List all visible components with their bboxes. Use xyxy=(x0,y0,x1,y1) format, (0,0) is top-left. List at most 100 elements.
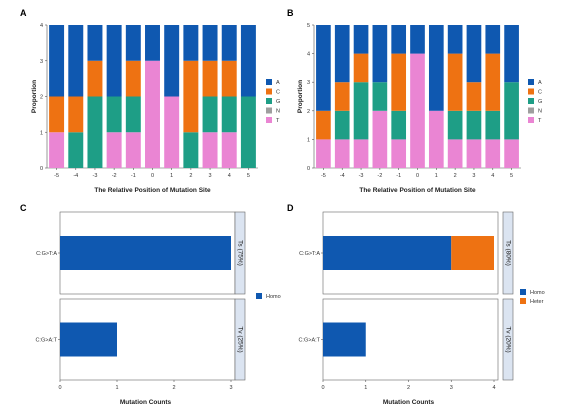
bar-segment-g xyxy=(504,82,519,140)
facet-strip-label: Ts (75%) xyxy=(236,240,243,266)
bar-segment-a xyxy=(221,25,237,61)
panel-label: B xyxy=(287,8,294,18)
x-tick-label: 0 xyxy=(416,173,419,179)
x-tick-label: -3 xyxy=(359,173,364,179)
bar-segment-c xyxy=(87,60,103,97)
legend-key-g xyxy=(266,98,272,104)
bar-segment-c xyxy=(202,60,218,97)
bar-segment-a xyxy=(87,25,103,61)
bar-segment-t xyxy=(125,132,141,168)
legend-label: N xyxy=(538,109,542,115)
bar-segment-t xyxy=(428,110,444,168)
x-tick-label: -2 xyxy=(112,173,117,179)
y-tick-label: 3 xyxy=(40,59,43,65)
category-label: C:G>A:T xyxy=(298,338,320,344)
legend-key-n xyxy=(266,107,272,114)
bar-segment-c xyxy=(485,53,501,111)
legend-key-n xyxy=(528,107,534,114)
bar-segment-a xyxy=(466,25,482,83)
legend-label: Homo xyxy=(266,294,281,300)
facet-strip-label: Tv (25%) xyxy=(236,326,243,352)
bar-segment-a xyxy=(504,25,519,83)
x-tick-label: -3 xyxy=(93,173,98,179)
legend-label: A xyxy=(276,80,280,86)
bar-segment-t xyxy=(504,139,519,168)
panel-c: C Ts (75%) C:G>T:A Tv (25%) C:G>A:T 0 1 2 3 Mutat… xyxy=(20,203,281,406)
y-tick-label: 1 xyxy=(40,130,43,136)
x-tick-label: 3 xyxy=(450,385,453,391)
y-tick-label: 2 xyxy=(40,95,43,101)
panel-a: A 0 1 2 3 4 Proportion -5 -4 -3 -2 -1 0 1 2 3 4 5 The Rela… xyxy=(20,8,280,194)
x-tick-label: 3 xyxy=(209,173,212,179)
bar-segment-a xyxy=(447,25,463,54)
bar-segment-t xyxy=(447,139,463,168)
x-tick-label: -5 xyxy=(321,173,326,179)
bar-segment-a xyxy=(49,25,65,97)
x-tick-label: 0 xyxy=(321,385,324,391)
legend-key-c xyxy=(266,88,272,95)
legend-label: C xyxy=(276,90,280,96)
bar-segment-t xyxy=(334,139,350,168)
bar-segment-c xyxy=(49,96,65,133)
x-axis-label: The Relative Position of Mutation Site xyxy=(94,187,211,194)
panel-label: C xyxy=(20,203,27,213)
bar-segment-t xyxy=(410,53,425,168)
bar-segment-g xyxy=(240,96,256,168)
bar-segment-g xyxy=(391,110,407,140)
bar-segment-g xyxy=(68,132,84,168)
bar-segment-t xyxy=(485,139,501,168)
x-tick-label: 1 xyxy=(364,385,367,391)
bar-segment-a xyxy=(428,25,444,111)
x-tick-label: 0 xyxy=(58,385,61,391)
x-tick-label: 1 xyxy=(170,173,173,179)
x-tick-label: 1 xyxy=(435,173,438,179)
panel-d: D Ts (80%) C:G>T:A Tv (20%) C:G>A:T 0 1 2 3 4 Muta… xyxy=(287,203,545,406)
legend-key-t xyxy=(528,117,534,123)
panel-label: A xyxy=(20,8,27,18)
bar-segment-a xyxy=(68,25,84,97)
bar-segment-a xyxy=(202,25,218,61)
legend-key-t xyxy=(266,117,272,123)
x-tick-label: 2 xyxy=(172,385,175,391)
x-tick-label: -4 xyxy=(340,173,345,179)
bar-segment-t xyxy=(202,132,218,168)
bar-segment-t xyxy=(391,139,407,168)
bar-segment-homo xyxy=(323,236,452,270)
legend-key-homo xyxy=(256,293,262,299)
bar-segment-c xyxy=(183,60,199,133)
legend-label: G xyxy=(276,99,280,105)
legend-label: A xyxy=(538,80,542,86)
bar-segment-t xyxy=(353,139,369,168)
x-tick-label: -2 xyxy=(377,173,382,179)
y-tick-label: 2 xyxy=(307,109,310,115)
x-tick-label: 4 xyxy=(228,173,231,179)
facet-strip xyxy=(502,211,514,295)
y-tick-label: 4 xyxy=(40,23,43,29)
x-tick-label: -1 xyxy=(396,173,401,179)
x-tick-label: 5 xyxy=(247,173,250,179)
facet-strip-label: Tv (20%) xyxy=(504,326,511,352)
x-axis-label: The Relative Position of Mutation Site xyxy=(359,187,476,194)
bar-segment-t xyxy=(466,139,482,168)
x-tick-label: 1 xyxy=(115,385,118,391)
x-tick-label: 3 xyxy=(472,173,475,179)
bar-segment-g xyxy=(485,110,501,140)
bar-segment-c xyxy=(466,82,482,111)
bar-segment-c xyxy=(316,110,331,140)
x-tick-label: -5 xyxy=(54,173,59,179)
x-tick-label: -4 xyxy=(73,173,78,179)
bar-segment-t xyxy=(316,139,331,168)
bar-segment-a xyxy=(353,25,369,54)
bar-segment-g xyxy=(125,96,141,133)
bar-segment-c xyxy=(391,53,407,111)
panel-b: B 0 1 2 3 4 5 Proportion -5 -4 -3 -2 -1 0 1 2 3 4 5 The Rel… xyxy=(287,8,542,194)
bar-segment-c xyxy=(221,60,237,97)
bar-segment-g xyxy=(372,82,388,111)
bar-segment-a xyxy=(391,25,407,54)
bar-segment-t xyxy=(372,110,388,168)
bar-segment-c xyxy=(447,53,463,111)
x-tick-label: 0 xyxy=(151,173,154,179)
facet-strip xyxy=(234,211,246,295)
y-axis-label: Proportion xyxy=(31,80,38,113)
bar-segment-g xyxy=(202,96,218,133)
